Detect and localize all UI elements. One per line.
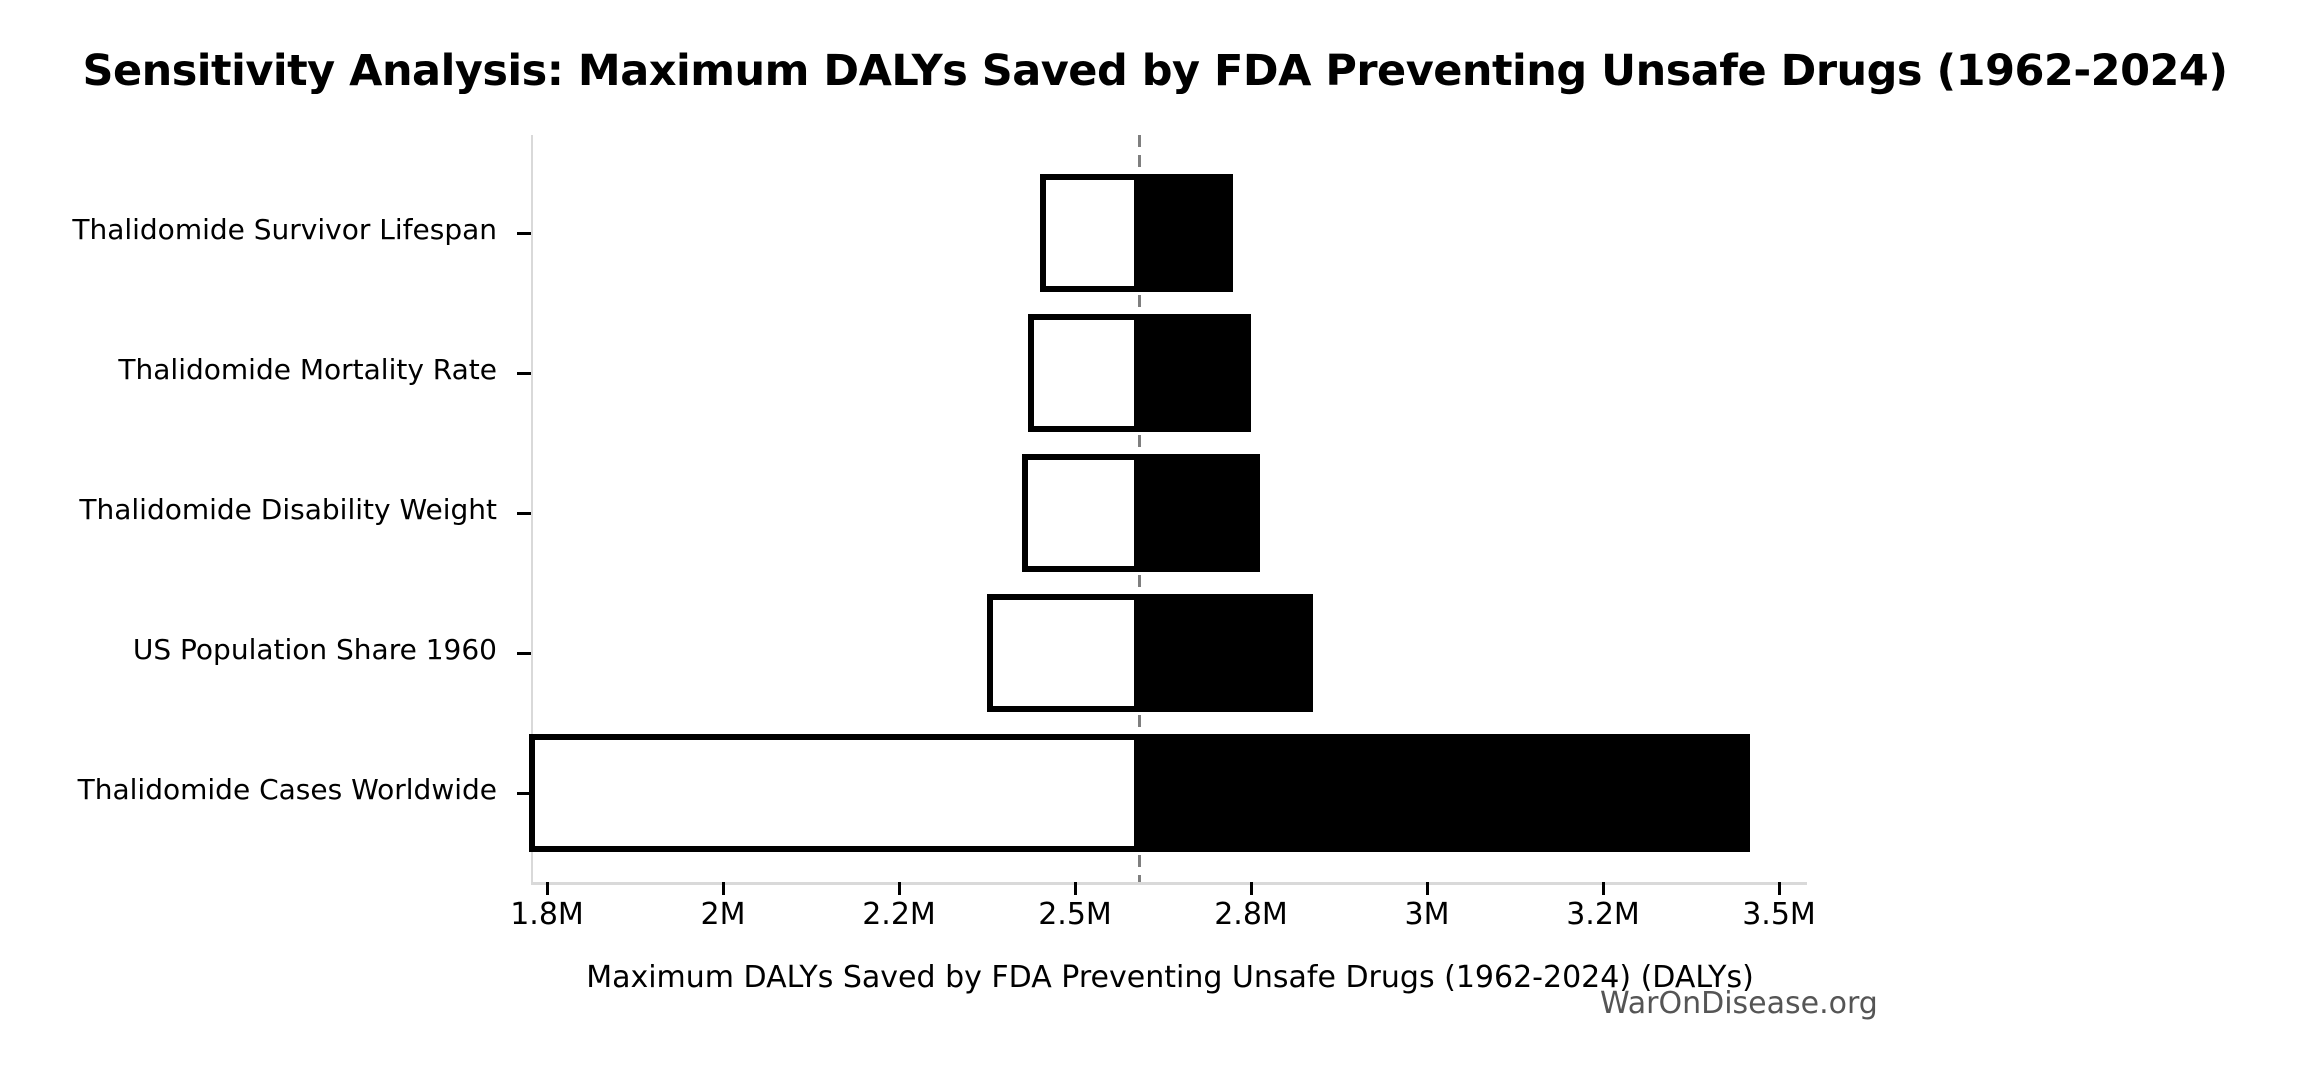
x-tick-label: 3.5M bbox=[1742, 897, 1816, 932]
bar-high-2 bbox=[1139, 314, 1251, 432]
y-tick-mark bbox=[517, 791, 531, 795]
bar-low-5 bbox=[529, 734, 1140, 852]
x-axis-title: Maximum DALYs Saved by FDA Preventing Un… bbox=[586, 960, 1754, 995]
x-tick-label: 1.8M bbox=[510, 897, 584, 932]
x-tick-mark bbox=[1073, 882, 1077, 895]
x-tick-label: 3M bbox=[1404, 897, 1450, 932]
y-tick-label: Thalidomide Cases Worldwide bbox=[77, 773, 497, 806]
y-tick-mark bbox=[517, 371, 531, 375]
x-tick-mark bbox=[1425, 882, 1429, 895]
x-tick-mark bbox=[1601, 882, 1605, 895]
x-axis-line bbox=[531, 882, 1807, 885]
x-tick-label: 2.2M bbox=[862, 897, 936, 932]
x-tick-mark bbox=[1777, 882, 1781, 895]
plot-area bbox=[517, 135, 1807, 895]
y-tick-mark bbox=[517, 231, 531, 235]
y-tick-label: Thalidomide Disability Weight bbox=[79, 493, 497, 526]
bar-high-4 bbox=[1139, 594, 1313, 712]
x-tick-label: 2.8M bbox=[1214, 897, 1288, 932]
y-tick-label: US Population Share 1960 bbox=[132, 633, 497, 666]
chart-title: Sensitivity Analysis: Maximum DALYs Save… bbox=[82, 46, 2228, 96]
bar-high-5 bbox=[1139, 734, 1750, 852]
x-tick-mark bbox=[721, 882, 725, 895]
y-tick-label: Thalidomide Mortality Rate bbox=[118, 353, 497, 386]
x-tick-mark bbox=[897, 882, 901, 895]
x-tick-mark bbox=[545, 882, 549, 895]
x-tick-label: 3.2M bbox=[1566, 897, 1640, 932]
y-tick-mark bbox=[517, 511, 531, 515]
watermark: WarOnDisease.org bbox=[1600, 986, 1878, 1021]
bar-low-2 bbox=[1028, 314, 1140, 432]
bar-high-1 bbox=[1139, 174, 1234, 292]
x-tick-label: 2.5M bbox=[1038, 897, 1112, 932]
bar-high-3 bbox=[1139, 454, 1260, 572]
y-tick-mark bbox=[517, 651, 531, 655]
bar-low-3 bbox=[1022, 454, 1140, 572]
y-axis-line bbox=[531, 135, 533, 882]
bar-low-4 bbox=[987, 594, 1140, 712]
bar-low-1 bbox=[1039, 174, 1140, 292]
x-tick-label: 2M bbox=[700, 897, 746, 932]
y-tick-label: Thalidomide Survivor Lifespan bbox=[72, 213, 497, 246]
x-tick-mark bbox=[1249, 882, 1253, 895]
